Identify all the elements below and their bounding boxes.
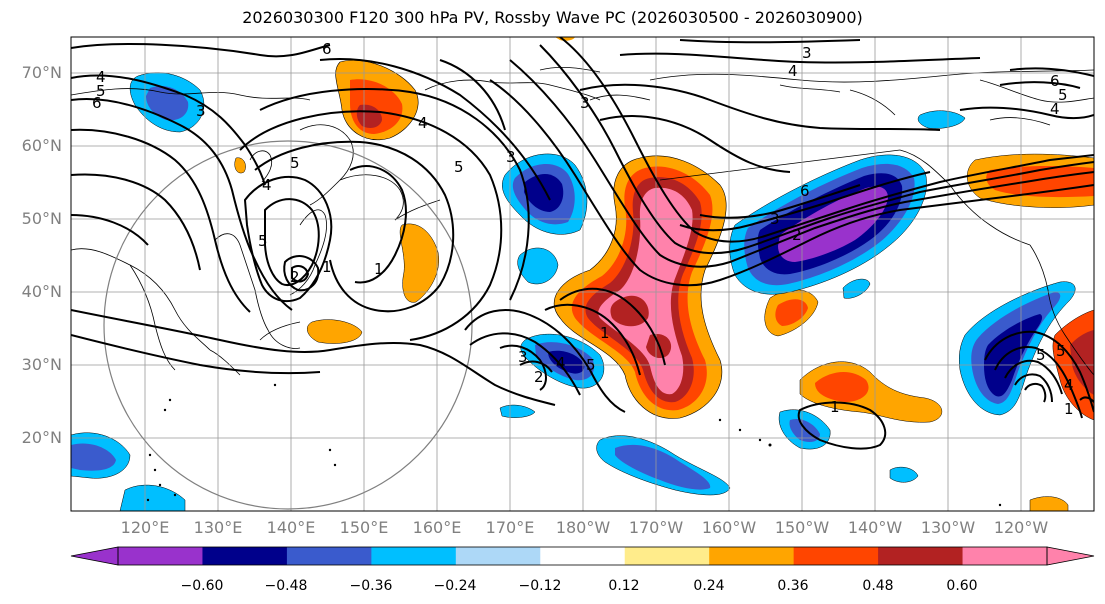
lat-label: 40°N (22, 282, 62, 301)
colorbar-extend-min (70, 546, 119, 566)
contour-label: 6 (322, 40, 332, 58)
colorbar-tick-label: −0.24 (434, 578, 477, 594)
lon-label: 140°W (848, 518, 903, 537)
contour-label: 4 (96, 68, 106, 86)
lon-label: 170°E (486, 518, 535, 537)
contour-label: 6 (1050, 72, 1060, 90)
contour-label: 4 (418, 114, 428, 132)
colorbar-segment (540, 547, 626, 565)
map-frame (70, 36, 1095, 512)
colorbar-tick-label: 0.12 (608, 578, 639, 594)
contour-label: 4 (262, 176, 272, 194)
lon-label: 180°W (556, 518, 611, 537)
reference-circle (103, 140, 473, 510)
colorbar-segment (709, 547, 795, 565)
lon-label: 140°E (267, 518, 316, 537)
contour-label: 1 (374, 260, 384, 278)
pv-contours (71, 37, 1094, 450)
contour-label: 1 (830, 398, 840, 416)
contour-label: 6 (92, 94, 102, 112)
lon-label: 150°E (340, 518, 389, 537)
contour-label: 4 (1064, 376, 1074, 394)
colorbar-segment (286, 547, 372, 565)
contour-label: 1 (322, 258, 332, 276)
contour-label: 4 (556, 354, 566, 372)
coastlines (71, 66, 1094, 376)
colorbar-extend-max (1046, 546, 1095, 566)
colorbar-tick-label: −0.60 (181, 578, 224, 594)
lon-label: 160°E (413, 518, 462, 537)
colorbar-segment (878, 547, 964, 565)
contour-label: 3 (196, 102, 206, 120)
contour-label: 3 (802, 44, 812, 62)
contour-label: 4 (1050, 100, 1060, 118)
colorbar-tick-label: 0.48 (862, 578, 893, 594)
colorbar-tick-label: 0.24 (693, 578, 724, 594)
colorbar-segment (455, 547, 541, 565)
contour-label: 5 (586, 356, 596, 374)
lat-label: 60°N (22, 136, 62, 155)
contour-label: 4 (788, 62, 798, 80)
lon-label: 170°W (629, 518, 684, 537)
contour-label: 3 (580, 94, 590, 112)
graticule (71, 37, 1094, 511)
lat-label: 30°N (22, 355, 62, 374)
lon-label: 150°W (775, 518, 830, 537)
contour-label: 5 (1058, 86, 1068, 104)
colorbar-segment (118, 547, 203, 565)
colorbar: −0.60 −0.48 −0.36 −0.24 −0.12 0.12 0.24 … (70, 546, 1095, 594)
contour-label: 5 (96, 82, 106, 100)
colorbar-segment (202, 547, 288, 565)
contour-label: 1 (600, 324, 610, 342)
lon-label: 130°E (194, 518, 243, 537)
lon-label: 130°W (921, 518, 976, 537)
colorbar-tick-label: −0.48 (265, 578, 308, 594)
contour-label: 3 (506, 148, 516, 166)
contour-label: 3 (518, 348, 528, 366)
lon-label: 160°W (702, 518, 757, 537)
island-markers (146, 383, 1002, 507)
contour-labels: 6 3 4 4 5 6 3 5 4 3 5 2 1 1 2 3 4 5 6 3 … (92, 40, 1074, 418)
lon-label: 120°W (994, 518, 1049, 537)
contour-label: 5 (1056, 342, 1066, 360)
contour-label: 1 (1064, 400, 1074, 418)
contour-label: 2 (290, 268, 300, 286)
contour-label: 5 (258, 232, 268, 250)
contour-label: 3 (770, 210, 780, 228)
colorbar-tick-label: 0.36 (777, 578, 808, 594)
colorbar-segments (70, 546, 1095, 566)
latitude-labels: 70°N 60°N 50°N 40°N 30°N 20°N (22, 63, 62, 447)
colorbar-segment (624, 547, 710, 565)
lon-label: 120°E (121, 518, 170, 537)
contour-label: 6 (800, 182, 810, 200)
lat-label: 50°N (22, 209, 62, 228)
colorbar-segment (793, 547, 879, 565)
lat-label: 70°N (22, 63, 62, 82)
contour-label: 2 (534, 368, 544, 386)
map-title: 2026030300 F120 300 hPa PV, Rossby Wave … (242, 8, 863, 27)
contour-label: 5 (1036, 346, 1046, 364)
colorbar-tick-label: −0.36 (350, 578, 393, 594)
colorbar-segment (371, 547, 457, 565)
contour-label: 5 (454, 158, 464, 176)
colorbar-tick-label: 0.60 (946, 578, 977, 594)
contour-label: 5 (290, 154, 300, 172)
colorbar-segment (962, 547, 1048, 565)
colorbar-frame (117, 546, 1048, 566)
contour-label: 2 (792, 226, 802, 244)
lat-label: 20°N (22, 428, 62, 447)
colorbar-tick-labels: −0.60 −0.48 −0.36 −0.24 −0.12 0.12 0.24 … (181, 578, 978, 594)
longitude-labels: 120°E 130°E 140°E 150°E 160°E 170°E 180°… (121, 518, 1049, 537)
colorbar-tick-label: −0.12 (519, 578, 562, 594)
